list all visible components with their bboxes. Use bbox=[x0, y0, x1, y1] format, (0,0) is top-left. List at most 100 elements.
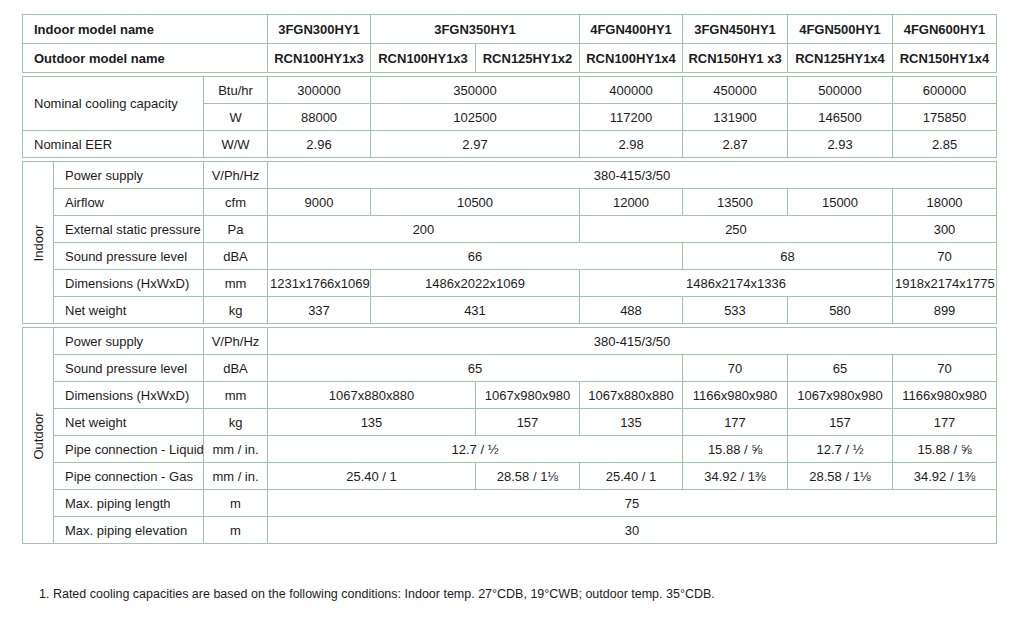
row-label: Dimensions (HxWxD) bbox=[54, 382, 204, 409]
value-cell: 2.96 bbox=[268, 131, 371, 158]
value-cell: 337 bbox=[268, 297, 371, 324]
eer-row: Nominal EER W/W 2.96 2.97 2.98 2.87 2.93… bbox=[23, 131, 997, 158]
row-label: Dimensions (HxWxD) bbox=[54, 270, 204, 297]
value-cell: 177 bbox=[683, 409, 788, 436]
outdoor-model-cell: RCN125HY1x2 bbox=[476, 44, 580, 73]
value-cell: 1918x2174x1775 bbox=[893, 270, 997, 297]
value-cell: 175850 bbox=[893, 104, 997, 131]
indoor-net-weight-row: Net weight kg 337 431 488 533 580 899 bbox=[23, 297, 997, 324]
value-cell: 488 bbox=[580, 297, 683, 324]
row-label: Sound pressure level bbox=[54, 355, 204, 382]
value-cell: 146500 bbox=[788, 104, 893, 131]
value-cell: 135 bbox=[580, 409, 683, 436]
value-cell: 28.58 / 1⅛ bbox=[476, 463, 580, 490]
unit-cell: mm / in. bbox=[204, 463, 268, 490]
indoor-sound-pressure-row: Sound pressure level dBA 66 68 70 bbox=[23, 243, 997, 270]
unit-cell: m bbox=[204, 517, 268, 544]
unit-cell: kg bbox=[204, 409, 268, 436]
value-cell: 2.85 bbox=[893, 131, 997, 158]
value-cell: 10500 bbox=[371, 189, 580, 216]
indoor-model-cell: 3FGN300HY1 bbox=[268, 15, 371, 44]
value-cell: 899 bbox=[893, 297, 997, 324]
max-piping-elevation-row: Max. piping elevation m 30 bbox=[23, 517, 997, 544]
spec-sheet: Indoor model name 3FGN300HY1 3FGN350HY1 … bbox=[22, 14, 996, 626]
outdoor-model-cell: RCN100HY1x3 bbox=[371, 44, 476, 73]
unit-cell: Pa bbox=[204, 216, 268, 243]
value-cell: 15000 bbox=[788, 189, 893, 216]
unit-cell: mm bbox=[204, 382, 268, 409]
value-cell: 2.98 bbox=[580, 131, 683, 158]
outdoor-sound-pressure-row: Sound pressure level dBA 65 70 65 70 bbox=[23, 355, 997, 382]
outdoor-model-cell: RCN100HY1x4 bbox=[580, 44, 683, 73]
value-cell: 1067x880x880 bbox=[580, 382, 683, 409]
value-cell: 70 bbox=[683, 355, 788, 382]
value-cell: 431 bbox=[371, 297, 580, 324]
indoor-spec-table: Indoor Power supply V/Ph/Hz 380-415/3/50… bbox=[22, 161, 997, 324]
value-cell: 600000 bbox=[893, 77, 997, 104]
value-cell: 9000 bbox=[268, 189, 371, 216]
value-cell: 1486x2174x1336 bbox=[580, 270, 893, 297]
unit-cell: dBA bbox=[204, 243, 268, 270]
value-cell: 28.58 / 1⅛ bbox=[788, 463, 893, 490]
unit-cell: V/Ph/Hz bbox=[204, 162, 268, 189]
value-cell: 75 bbox=[268, 490, 997, 517]
value-cell: 65 bbox=[788, 355, 893, 382]
outdoor-dimensions-row: Dimensions (HxWxD) mm 1067x880x880 1067x… bbox=[23, 382, 997, 409]
value-cell: 25.40 / 1 bbox=[580, 463, 683, 490]
value-cell: 2.93 bbox=[788, 131, 893, 158]
unit-cell: W bbox=[204, 104, 268, 131]
cooling-capacity-btu-row: Nominal cooling capacity Btu/hr 300000 3… bbox=[23, 77, 997, 104]
indoor-section-label: Indoor bbox=[23, 162, 54, 324]
value-cell: 2.87 bbox=[683, 131, 788, 158]
value-cell: 15.88 / ⅝ bbox=[683, 436, 788, 463]
value-cell: 12.7 / ½ bbox=[268, 436, 683, 463]
value-cell: 300000 bbox=[268, 77, 371, 104]
value-cell: 102500 bbox=[371, 104, 580, 131]
indoor-model-cell: 3FGN350HY1 bbox=[371, 15, 580, 44]
outdoor-model-cell: RCN150HY1 x3 bbox=[683, 44, 788, 73]
outdoor-spec-table: Outdoor Power supply V/Ph/Hz 380-415/3/5… bbox=[22, 327, 997, 544]
outdoor-model-cell: RCN125HY1x4 bbox=[788, 44, 893, 73]
outdoor-model-name-label: Outdoor model name bbox=[23, 44, 268, 73]
unit-cell: mm / in. bbox=[204, 436, 268, 463]
row-label: Power supply bbox=[54, 162, 204, 189]
unit-cell: W/W bbox=[204, 131, 268, 158]
value-cell: 65 bbox=[268, 355, 683, 382]
value-cell: 131900 bbox=[683, 104, 788, 131]
row-label: Max. piping elevation bbox=[54, 517, 204, 544]
outdoor-section-label-text: Outdoor bbox=[31, 412, 46, 459]
value-cell: 13500 bbox=[683, 189, 788, 216]
unit-cell: Btu/hr bbox=[204, 77, 268, 104]
pipe-gas-row: Pipe connection - Gas mm / in. 25.40 / 1… bbox=[23, 463, 997, 490]
outdoor-power-supply-row: Outdoor Power supply V/Ph/Hz 380-415/3/5… bbox=[23, 328, 997, 355]
row-label: Net weight bbox=[54, 409, 204, 436]
value-cell: 380-415/3/50 bbox=[268, 328, 997, 355]
value-cell: 380-415/3/50 bbox=[268, 162, 997, 189]
unit-cell: dBA bbox=[204, 355, 268, 382]
indoor-section-label-text: Indoor bbox=[31, 224, 46, 261]
value-cell: 135 bbox=[268, 409, 476, 436]
value-cell: 450000 bbox=[683, 77, 788, 104]
value-cell: 157 bbox=[476, 409, 580, 436]
row-label: Pipe connection - Gas bbox=[54, 463, 204, 490]
indoor-dimensions-row: Dimensions (HxWxD) mm 1231x1766x1069 148… bbox=[23, 270, 997, 297]
unit-cell: m bbox=[204, 490, 268, 517]
value-cell: 1166x980x980 bbox=[683, 382, 788, 409]
row-label: Net weight bbox=[54, 297, 204, 324]
value-cell: 400000 bbox=[580, 77, 683, 104]
model-name-table: Indoor model name 3FGN300HY1 3FGN350HY1 … bbox=[22, 14, 997, 73]
value-cell: 1166x980x980 bbox=[893, 382, 997, 409]
value-cell: 70 bbox=[893, 355, 997, 382]
value-cell: 500000 bbox=[788, 77, 893, 104]
indoor-model-cell: 4FGN600HY1 bbox=[893, 15, 997, 44]
eer-label: Nominal EER bbox=[23, 131, 204, 158]
unit-cell: V/Ph/Hz bbox=[204, 328, 268, 355]
value-cell: 30 bbox=[268, 517, 997, 544]
value-cell: 15.88 / ⅝ bbox=[893, 436, 997, 463]
value-cell: 350000 bbox=[371, 77, 580, 104]
row-label: Max. piping length bbox=[54, 490, 204, 517]
value-cell: 1231x1766x1069 bbox=[268, 270, 371, 297]
value-cell: 117200 bbox=[580, 104, 683, 131]
outdoor-model-row: Outdoor model name RCN100HY1x3 RCN100HY1… bbox=[23, 44, 997, 73]
value-cell: 157 bbox=[788, 409, 893, 436]
